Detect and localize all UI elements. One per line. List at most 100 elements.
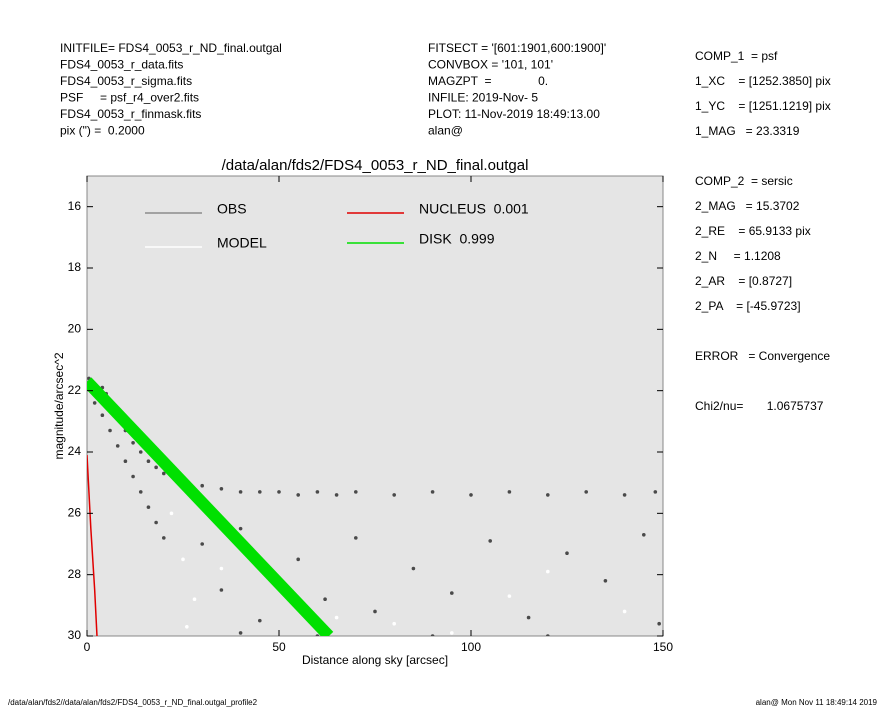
chart-title: /data/alan/fds2/FDS4_0053_r_ND_final.out… <box>222 157 529 174</box>
header-left-line: INITFILE= FDS4_0053_r_ND_final.outgal <box>60 41 282 55</box>
side-panel-line: Chi2/nu= 1.0675737 <box>695 399 824 413</box>
data-point <box>323 597 327 601</box>
side-panel-line: COMP_1 = psf <box>695 49 778 63</box>
header-middle-line: PLOT: 11-Nov-2019 18:49:13.00 <box>428 107 600 121</box>
data-point <box>430 490 435 494</box>
data-point <box>238 490 243 494</box>
data-point <box>642 533 646 537</box>
data-point <box>146 459 151 464</box>
footer-left: /data/alan/fds2//data/alan/fds2/FDS4_005… <box>8 698 258 707</box>
data-point <box>603 579 608 583</box>
data-point <box>565 551 569 555</box>
data-point <box>181 557 185 562</box>
data-point <box>115 444 120 448</box>
header-left-line: pix (") = 0.2000 <box>60 124 145 138</box>
data-point <box>354 490 358 494</box>
y-tick-label: 30 <box>68 628 82 642</box>
side-panel-line: 1_XC = [1252.3850] pix <box>695 74 831 88</box>
side-panel-line: COMP_2 = sersic <box>695 174 793 188</box>
x-tick-label: 0 <box>84 640 91 654</box>
data-point <box>200 483 204 488</box>
data-point <box>315 634 320 636</box>
y-axis-label: magnitude/arcsec^2 <box>52 352 66 459</box>
data-point <box>430 634 435 636</box>
header-left-line: FDS4_0053_r_data.fits <box>60 58 183 72</box>
side-panel-line: ERROR = Convergence <box>695 349 830 363</box>
x-tick-label: 100 <box>461 640 481 654</box>
side-panel-line: 2_RE = 65.9133 pix <box>695 224 811 238</box>
data-point <box>138 490 143 494</box>
data-point <box>354 536 358 540</box>
data-point <box>138 450 143 454</box>
data-point <box>296 493 301 497</box>
y-tick-label: 18 <box>68 260 82 274</box>
data-line <box>87 377 334 636</box>
data-point <box>154 520 158 525</box>
data-point <box>162 536 166 540</box>
plot-marks <box>87 376 661 636</box>
footer-right: alan@ Mon Nov 11 18:49:14 2019 <box>756 698 878 707</box>
data-point <box>411 566 416 571</box>
header-left-line: FDS4_0053_r_finmask.fits <box>60 107 201 121</box>
side-panel-line: 2_N = 1.1208 <box>695 249 781 263</box>
data-point <box>219 566 224 571</box>
header-middle-line: FITSECT = '[601:1901,600:1900]' <box>428 41 606 55</box>
data-point <box>100 413 105 418</box>
side-panel-line: 1_YC = [1251.1219] pix <box>695 99 831 113</box>
y-tick-label: 26 <box>68 506 82 520</box>
side-panel-line: 2_PA = [-45.9723] <box>695 299 801 313</box>
data-point <box>192 597 197 601</box>
data-point <box>334 615 339 620</box>
data-point <box>238 526 243 531</box>
side-panel-line: 2_MAG = 15.3702 <box>695 199 800 213</box>
header-left-line: FDS4_0053_r_sigma.fits <box>60 74 192 88</box>
plot-area <box>86 175 664 637</box>
data-point <box>277 490 281 494</box>
data-point <box>123 459 128 464</box>
data-point <box>469 493 473 497</box>
data-point <box>169 511 174 516</box>
header-left-line: PSF = psf_r4_over2.fits <box>60 91 199 105</box>
data-point <box>162 471 166 476</box>
side-panel-line: 1_MAG = 23.3319 <box>695 124 800 138</box>
data-point <box>584 490 588 494</box>
y-tick-label: 16 <box>68 199 82 213</box>
data-point <box>108 428 112 433</box>
y-tick-label: 20 <box>68 322 82 336</box>
data-point <box>154 465 158 470</box>
y-tick-label: 22 <box>68 383 82 397</box>
data-point <box>657 621 661 626</box>
data-point <box>546 634 550 636</box>
legend-label: MODEL <box>217 235 267 251</box>
data-point <box>131 474 135 479</box>
data-point <box>526 615 531 620</box>
header-middle-line: CONVBOX = '101, 101' <box>428 58 553 72</box>
data-point <box>258 490 262 494</box>
data-point <box>392 493 397 497</box>
side-panel-line: 2_AR = [0.8727] <box>695 274 792 288</box>
x-axis-label: Distance along sky [arcsec] <box>302 653 448 667</box>
data-point <box>622 609 627 614</box>
data-point <box>315 490 320 494</box>
data-point <box>238 631 243 635</box>
header-middle-line: alan@ <box>428 124 463 138</box>
data-point <box>507 594 512 598</box>
y-tick-label: 24 <box>68 444 82 458</box>
x-tick-label: 50 <box>272 640 286 654</box>
y-tick-label: 28 <box>68 567 82 581</box>
data-point <box>219 487 224 491</box>
data-point <box>653 490 658 494</box>
data-point <box>185 625 189 629</box>
header-middle-line: INFILE: 2019-Nov- 5 <box>428 91 538 105</box>
data-point <box>258 618 262 623</box>
data-point <box>507 490 512 494</box>
data-point <box>200 542 204 546</box>
data-point <box>334 493 339 497</box>
data-point <box>622 493 627 497</box>
legend-label: NUCLEUS 0.001 <box>419 201 529 217</box>
data-point <box>450 591 454 595</box>
data-point <box>488 539 493 543</box>
data-point <box>392 621 397 626</box>
